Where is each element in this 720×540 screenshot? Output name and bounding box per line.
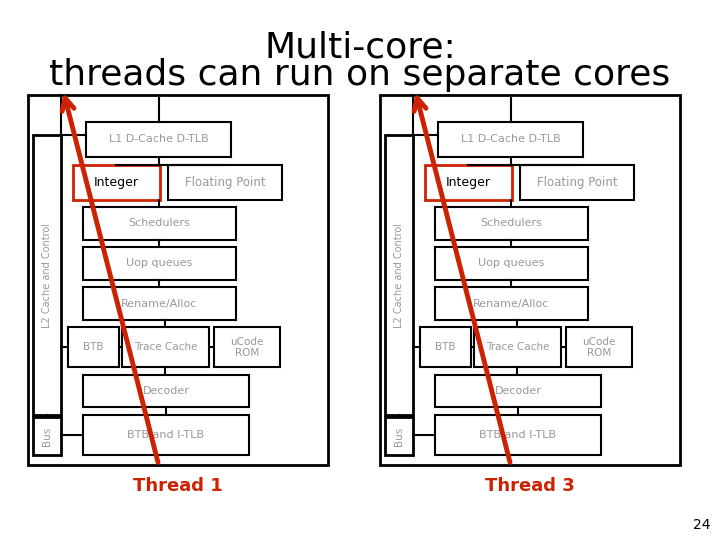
Text: Floating Point: Floating Point xyxy=(185,176,266,189)
Text: Rename/Alloc: Rename/Alloc xyxy=(121,299,198,308)
Bar xyxy=(420,327,471,367)
Text: Bus: Bus xyxy=(42,427,52,446)
Bar xyxy=(68,327,119,367)
Bar xyxy=(425,165,512,200)
Text: Rename/Alloc: Rename/Alloc xyxy=(473,299,549,308)
Text: ROM: ROM xyxy=(587,348,611,358)
Bar xyxy=(86,122,231,157)
Bar xyxy=(566,327,632,367)
Text: 24: 24 xyxy=(693,518,710,532)
Text: Floating Point: Floating Point xyxy=(537,176,617,189)
Bar xyxy=(33,417,61,455)
Text: L1 D-Cache D-TLB: L1 D-Cache D-TLB xyxy=(461,134,560,145)
Text: Integer: Integer xyxy=(446,176,491,189)
Text: BTB: BTB xyxy=(436,342,456,352)
Text: L2 Cache and Control: L2 Cache and Control xyxy=(394,222,404,327)
Bar xyxy=(83,247,236,280)
Bar xyxy=(83,207,236,240)
Bar xyxy=(83,415,248,455)
Text: Uop queues: Uop queues xyxy=(478,259,544,268)
Text: Schedulers: Schedulers xyxy=(129,219,190,228)
Bar xyxy=(385,135,413,415)
Bar xyxy=(73,165,160,200)
Bar xyxy=(435,207,588,240)
Text: Trace Cache: Trace Cache xyxy=(134,342,197,352)
Text: Decoder: Decoder xyxy=(495,386,541,396)
Bar xyxy=(474,327,561,367)
Text: ROM: ROM xyxy=(235,348,259,358)
Bar xyxy=(435,375,600,407)
Text: Schedulers: Schedulers xyxy=(480,219,542,228)
Text: BTB and I-TLB: BTB and I-TLB xyxy=(127,430,204,440)
Bar xyxy=(438,122,583,157)
Bar xyxy=(168,165,282,200)
Bar xyxy=(28,95,328,465)
Text: Trace Cache: Trace Cache xyxy=(486,342,549,352)
Bar xyxy=(435,415,600,455)
Text: L2 Cache and Control: L2 Cache and Control xyxy=(42,222,52,327)
Bar xyxy=(83,375,248,407)
Text: L1 D-Cache D-TLB: L1 D-Cache D-TLB xyxy=(109,134,209,145)
Bar xyxy=(380,95,680,465)
Text: Decoder: Decoder xyxy=(143,386,189,396)
Text: Thread 3: Thread 3 xyxy=(485,477,575,495)
Text: uCode: uCode xyxy=(230,337,264,347)
Bar xyxy=(520,165,634,200)
Bar xyxy=(435,287,588,320)
Text: Bus: Bus xyxy=(394,427,404,446)
Bar xyxy=(83,287,236,320)
Text: BTB and I-TLB: BTB and I-TLB xyxy=(480,430,557,440)
Text: Thread 1: Thread 1 xyxy=(133,477,223,495)
Text: BTB: BTB xyxy=(84,342,104,352)
Bar xyxy=(435,247,588,280)
Text: Uop queues: Uop queues xyxy=(127,259,193,268)
Bar xyxy=(385,417,413,455)
Text: uCode: uCode xyxy=(582,337,616,347)
Text: Integer: Integer xyxy=(94,176,139,189)
Bar xyxy=(33,135,61,415)
Text: Multi-core:: Multi-core: xyxy=(264,30,456,64)
Bar xyxy=(122,327,209,367)
Text: threads can run on separate cores: threads can run on separate cores xyxy=(50,58,670,92)
Bar xyxy=(214,327,280,367)
